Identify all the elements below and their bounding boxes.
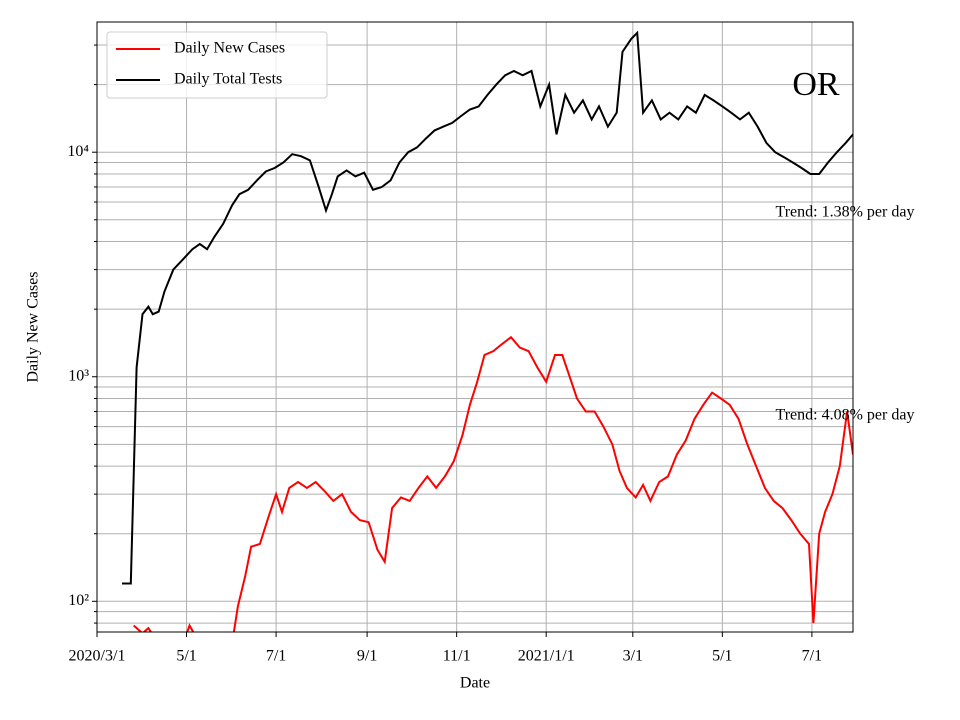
y-tick-label: 10³ xyxy=(68,367,89,384)
legend-label: Daily Total Tests xyxy=(174,71,282,88)
series-line xyxy=(133,335,853,632)
legend-label: Daily New Cases xyxy=(174,40,285,57)
x-tick-label: 11/1 xyxy=(443,648,471,665)
annotation: Trend: 1.38% per day xyxy=(776,204,915,221)
y-axis-label: Daily New Cases xyxy=(25,271,42,382)
annotation: OR xyxy=(792,66,840,103)
x-tick-label: 3/1 xyxy=(623,648,643,665)
x-tick-label: 7/1 xyxy=(802,648,822,665)
x-tick-label: 2021/1/1 xyxy=(518,648,575,665)
y-tick-label: 10⁴ xyxy=(67,143,89,160)
x-tick-label: 9/1 xyxy=(357,648,377,665)
y-tick-label: 10² xyxy=(68,592,89,609)
legend-box xyxy=(106,31,328,99)
annotation: Trend: 4.08% per day xyxy=(776,407,915,424)
x-axis-label: Date xyxy=(460,675,490,692)
x-tick-label: 7/1 xyxy=(266,648,286,665)
series-line xyxy=(122,30,853,585)
x-tick-label: 2020/3/1 xyxy=(69,648,126,665)
x-tick-label: 5/1 xyxy=(176,648,196,665)
plot-frame xyxy=(96,21,854,633)
x-tick-label: 5/1 xyxy=(712,648,732,665)
